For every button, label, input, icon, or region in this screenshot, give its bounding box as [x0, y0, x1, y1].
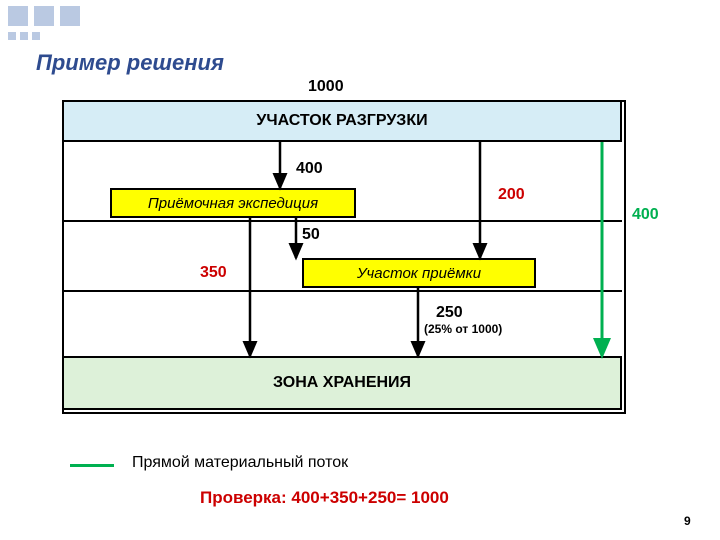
box-receiving-area: Участок приёмки — [302, 258, 536, 288]
legend-line — [70, 464, 114, 467]
label-400-green: 400 — [632, 206, 659, 224]
check-text: Проверка: 400+350+250= 1000 — [200, 488, 449, 508]
zone-storage: ЗОНА ХРАНЕНИЯ — [62, 356, 622, 410]
box-receiving-expedition-label: Приёмочная экспедиция — [148, 195, 318, 212]
zone-storage-label: ЗОНА ХРАНЕНИЯ — [273, 374, 411, 392]
label-250: 250 — [436, 304, 463, 322]
zone-unloading: УЧАСТОК РАЗГРУЗКИ — [62, 100, 622, 142]
decor-square — [8, 32, 16, 40]
decor-square — [32, 32, 40, 40]
slide: Пример решения УЧАСТОК РАЗГРУЗКИ ЗОНА ХР… — [0, 0, 720, 540]
decor-square — [20, 32, 28, 40]
label-1000: 1000 — [308, 78, 344, 96]
decor-square — [60, 6, 80, 26]
label-50: 50 — [302, 226, 320, 244]
box-receiving-expedition: Приёмочная экспедиция — [110, 188, 356, 218]
label-400-top: 400 — [296, 160, 323, 178]
legend-text: Прямой материальный поток — [132, 454, 348, 472]
midline-2 — [62, 290, 622, 292]
slide-title: Пример решения — [36, 50, 224, 76]
label-350: 350 — [200, 264, 227, 282]
label-200: 200 — [498, 186, 525, 204]
label-250-sub: (25% от 1000) — [424, 322, 502, 336]
midline-1 — [62, 220, 622, 222]
page-number: 9 — [684, 514, 691, 528]
zone-unloading-label: УЧАСТОК РАЗГРУЗКИ — [256, 112, 427, 130]
decor-square — [8, 6, 28, 26]
box-receiving-area-label: Участок приёмки — [357, 265, 481, 282]
decor-square — [34, 6, 54, 26]
